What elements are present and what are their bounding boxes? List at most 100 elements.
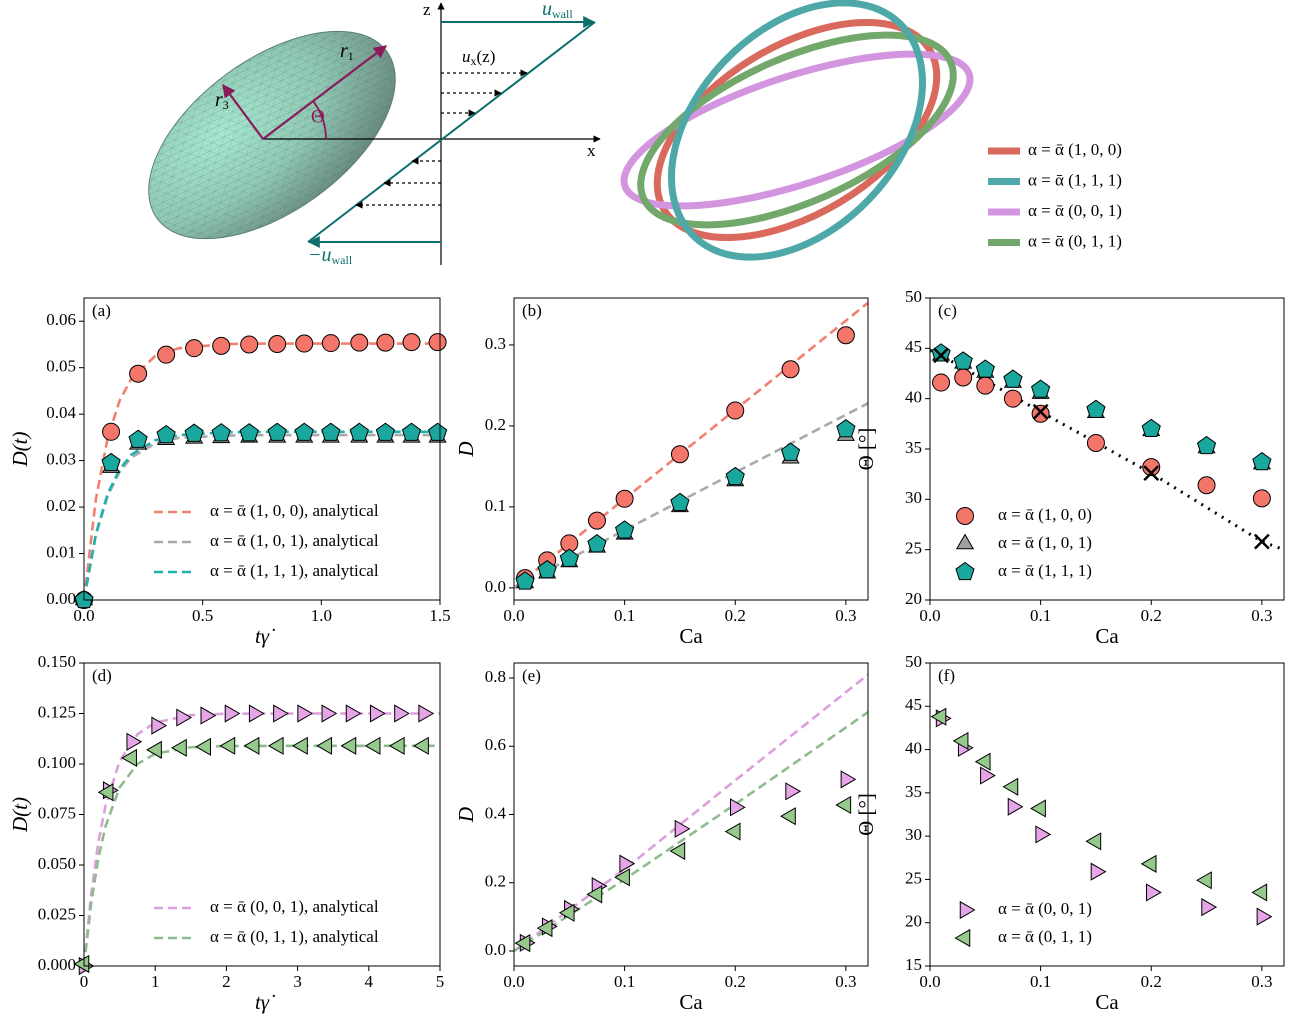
y-axis-label: D(t) <box>8 432 32 468</box>
marker <box>151 716 168 735</box>
marker <box>975 359 995 378</box>
x-tick-label: 0.1 <box>1030 972 1051 991</box>
y-axis-label: D <box>454 441 478 457</box>
y-tick-label: 0.0 <box>485 940 506 959</box>
y-tick-label: 0.04 <box>46 403 76 422</box>
x-axis-label: Ca <box>679 990 703 1014</box>
y-tick-label: 0.2 <box>485 872 506 891</box>
panel: 0.0 0.1 0.2 0.3 0.0 0.1 0.2 0.3 Ca D (b) <box>454 297 869 648</box>
marker <box>976 376 995 395</box>
panel: 0.0 0.1 0.2 0.3 20 25 30 35 40 45 50 Ca Θ [°] (c) α = … <box>854 287 1285 648</box>
y-tick-label: 45 <box>905 337 922 356</box>
y-tick-label: 0.06 <box>46 310 76 329</box>
legend-marker <box>955 561 975 581</box>
legend-label: α = ᾱ (0, 1, 1) <box>1028 231 1122 250</box>
marker <box>176 708 193 727</box>
x-tick-label: 0.1 <box>614 606 635 625</box>
x-axis-label: Ca <box>1095 624 1119 648</box>
marker <box>619 854 636 873</box>
y-tick-label: 0.1 <box>485 496 506 515</box>
marker <box>185 339 204 358</box>
shape-outlines <box>620 0 974 261</box>
y-tick-label: 0.100 <box>38 753 76 772</box>
marker <box>146 740 162 759</box>
legend-label: α = ᾱ (1, 1, 1) <box>998 561 1092 580</box>
axes-frame <box>83 297 441 601</box>
panel-label: (c) <box>938 301 957 320</box>
marker <box>836 419 856 438</box>
y-tick-label: 0.6 <box>485 735 506 754</box>
legend-label: α = ᾱ (1, 0, 0) <box>998 505 1092 524</box>
line-series <box>514 673 868 953</box>
legend-label: α = ᾱ (0, 0, 1) <box>1028 201 1122 220</box>
marker <box>413 736 429 755</box>
marker <box>536 919 553 938</box>
marker <box>930 707 947 726</box>
symbol: u <box>462 47 471 66</box>
subscript: x <box>471 54 477 68</box>
y-tick-label: 15 <box>905 955 922 974</box>
y-tick-label: 25 <box>905 868 922 887</box>
marker <box>243 736 260 755</box>
marker <box>952 731 969 751</box>
marker <box>224 704 241 723</box>
marker <box>1086 399 1106 418</box>
y-tick-label: 20 <box>905 589 922 608</box>
marker <box>294 422 314 441</box>
y-tick-label: 0.3 <box>485 334 506 353</box>
marker <box>1196 435 1217 455</box>
theta-arc <box>312 100 327 140</box>
x-tick-label: 0.0 <box>919 972 940 991</box>
marker <box>200 706 217 725</box>
panel: 0.0 0.5 1.0 1.5 0.00 0.01 0.02 0.03 0.04 0.05 0.06… <box>8 297 451 648</box>
subscript: wall <box>332 253 353 267</box>
legend-label: α = ᾱ (0, 1, 1) <box>998 927 1092 946</box>
marker <box>101 452 121 472</box>
marker <box>840 770 857 789</box>
z-label: z <box>423 0 431 19</box>
x-tick-label: 1 <box>151 972 160 991</box>
marker <box>1085 832 1102 851</box>
symbol: r <box>340 40 348 62</box>
x-axis-label: tγ̇ <box>255 624 275 648</box>
marker <box>932 373 951 392</box>
legend-marker <box>954 928 971 948</box>
marker <box>219 736 236 755</box>
marker <box>364 736 381 755</box>
marker <box>836 326 855 345</box>
x-tick-label: 0.2 <box>725 606 746 625</box>
legend-label: α = ᾱ (1, 0, 1) <box>998 533 1092 552</box>
axes-frame <box>83 662 441 967</box>
x-tick-label: 1.5 <box>429 606 450 625</box>
theta-label: Θ <box>311 106 325 127</box>
marker <box>586 885 603 904</box>
marker <box>321 704 338 723</box>
marker <box>73 954 90 974</box>
y-tick-label: 0.05 <box>46 357 76 376</box>
marker <box>121 748 137 768</box>
y-axis-label: Θ [°] <box>854 793 878 836</box>
x-label: x <box>587 141 596 160</box>
line-series <box>514 711 868 953</box>
marker <box>97 783 114 802</box>
x-tick-label: 0.2 <box>725 972 746 991</box>
shear-diagram: z x uwall −uwall ux(z) r1 r3 Θ <box>148 0 601 267</box>
panel-label: (f) <box>938 666 955 685</box>
marker <box>674 819 691 838</box>
marker <box>537 559 557 579</box>
marker <box>974 752 991 771</box>
y-tick-label: 35 <box>905 782 922 801</box>
marker <box>295 334 314 353</box>
marker <box>126 732 143 751</box>
marker <box>780 807 796 826</box>
y-tick-label: 0.2 <box>485 415 506 434</box>
y-axis-label: Θ [°] <box>854 428 878 471</box>
shape-outline <box>637 31 957 229</box>
axes-frame <box>929 662 1285 967</box>
legend-marker <box>959 900 976 920</box>
y-axis-label: D <box>454 807 478 823</box>
marker <box>785 782 802 801</box>
marker <box>321 422 341 441</box>
legend-label: α = ᾱ (1, 0, 1), analytical <box>210 531 379 550</box>
